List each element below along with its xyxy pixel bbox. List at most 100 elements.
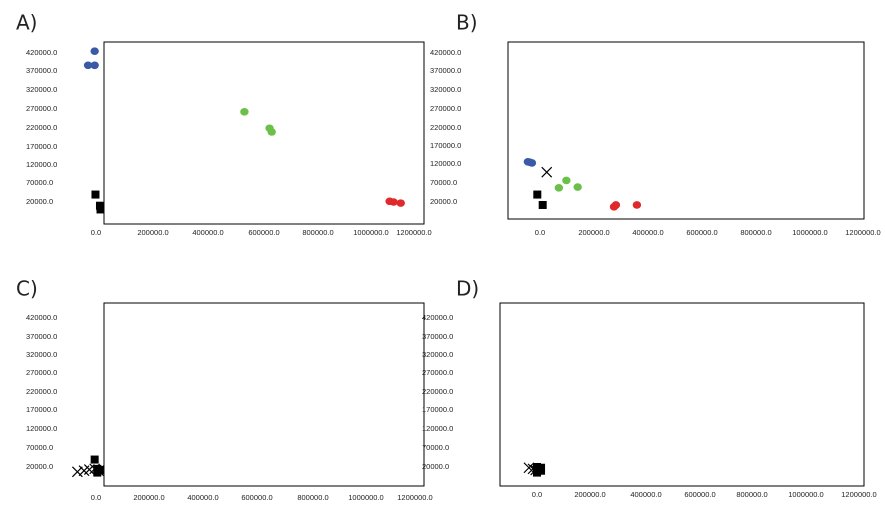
x-tick-label: 200000.0: [133, 493, 164, 502]
chart-panel-3: C) 420000.0 370000.0 320000.0 270000.0 220000…: [16, 277, 433, 503]
x-tick-label: 600000.0: [248, 228, 279, 237]
y-tick-label: 20000.0: [430, 197, 457, 206]
y-tick-label: 370000.0: [26, 66, 57, 75]
x-tick-label: 400000.0: [632, 228, 663, 237]
x-tick-label: 600000.0: [686, 228, 717, 237]
x-tick-label: 400000.0: [630, 490, 661, 499]
y-tick-label: 270000.0: [26, 368, 57, 377]
y-tick-label: 170000.0: [422, 405, 453, 414]
y-tick-label: 170000.0: [26, 142, 57, 151]
data-point: [90, 61, 99, 70]
y-tick-label: 20000.0: [26, 462, 53, 471]
x-tick-label: 1200000.0: [845, 228, 880, 237]
plot-frame: [507, 41, 865, 220]
y-tick-label: 270000.0: [26, 104, 57, 113]
y-tick-label: 20000.0: [422, 462, 449, 471]
data-point: [573, 183, 582, 191]
y-tick-label: 220000.0: [26, 123, 57, 132]
y-tick-label: 220000.0: [26, 387, 57, 396]
chart-panel-1: A) 420000.0 370000.0 320000.0 270000.0 220000…: [16, 11, 432, 238]
x-tick-label: 200000.0: [578, 228, 609, 237]
x-tick-label: 1000000.0: [792, 228, 827, 237]
data-point: [527, 463, 539, 475]
chart-panel-4: D) 420000.0 370000.0 320000.0 270000.0 220000…: [422, 277, 877, 500]
data-point: [538, 200, 547, 209]
y-tick-label: 170000.0: [26, 405, 57, 414]
data-point: [389, 198, 398, 206]
y-tick-label: 70000.0: [430, 178, 457, 187]
data-point: [611, 201, 621, 209]
data-point: [554, 184, 564, 192]
y-tick-label: 20000.0: [26, 197, 53, 206]
x-tick-label: 800000.0: [297, 493, 328, 502]
data-point: [93, 465, 105, 477]
y-tick-label: 320000.0: [26, 350, 57, 359]
data-point: [267, 128, 276, 136]
panel-label: B): [456, 11, 478, 35]
x-tick-label: 0.0: [91, 228, 101, 237]
y-tick-label: 270000.0: [422, 368, 453, 377]
plot-frame: [103, 302, 425, 487]
x-tick-label: 600000.0: [241, 493, 272, 502]
x-tick-label: 800000.0: [302, 228, 333, 237]
data-point: [240, 108, 249, 116]
y-tick-label: 70000.0: [26, 178, 53, 187]
x-tick-label: 0.0: [535, 228, 545, 237]
data-point: [523, 462, 535, 474]
plot-frame: [103, 41, 425, 225]
y-tick-label: 420000.0: [26, 48, 57, 57]
x-tick-label: 1000000.0: [348, 493, 383, 502]
y-tick-label: 120000.0: [26, 424, 57, 433]
panel-label: C): [16, 277, 38, 301]
data-point: [96, 205, 105, 214]
y-tick-label: 220000.0: [430, 123, 461, 132]
y-tick-label: 320000.0: [26, 85, 57, 94]
data-point: [537, 466, 546, 475]
x-tick-label: 0.0: [91, 493, 101, 502]
x-tick-label: 1200000.0: [397, 493, 432, 502]
data-point: [91, 190, 100, 199]
x-tick-label: 800000.0: [736, 490, 767, 499]
data-point: [632, 201, 642, 209]
y-tick-label: 320000.0: [422, 350, 453, 359]
x-tick-label: 200000.0: [137, 228, 168, 237]
x-tick-label: 800000.0: [740, 228, 771, 237]
data-point: [530, 464, 542, 476]
y-tick-label: 420000.0: [26, 313, 57, 322]
data-point: [562, 176, 571, 185]
y-tick-label: 420000.0: [430, 48, 461, 57]
y-tick-label: 370000.0: [430, 66, 461, 75]
panel-label: D): [456, 277, 479, 301]
x-tick-label: 1000000.0: [353, 228, 388, 237]
x-tick-label: 1200000.0: [396, 228, 431, 237]
data-point: [396, 199, 405, 207]
data-point: [83, 61, 93, 70]
plot-frame: [499, 302, 865, 487]
x-tick-label: 0.0: [532, 490, 542, 499]
y-tick-label: 220000.0: [422, 387, 453, 396]
y-tick-label: 420000.0: [422, 313, 453, 322]
data-point: [533, 190, 542, 199]
x-tick-label: 400000.0: [187, 493, 218, 502]
data-point: [90, 47, 99, 55]
y-tick-label: 120000.0: [422, 424, 453, 433]
x-tick-label: 1000000.0: [788, 490, 823, 499]
y-tick-label: 370000.0: [26, 332, 57, 341]
x-tick-label: 1200000.0: [841, 490, 876, 499]
data-point: [541, 166, 553, 178]
y-tick-label: 370000.0: [422, 332, 453, 341]
chart-panel-2: B) 420000.0 370000.0 320000.0 270000.0 220000…: [430, 11, 881, 238]
data-point: [90, 455, 99, 464]
data-point: [71, 466, 83, 478]
y-tick-label: 170000.0: [430, 141, 461, 150]
x-tick-label: 200000.0: [574, 490, 605, 499]
data-point: [527, 159, 537, 167]
y-tick-label: 120000.0: [430, 159, 461, 168]
y-tick-label: 320000.0: [430, 85, 461, 94]
y-tick-label: 70000.0: [422, 443, 449, 452]
panel-label: A): [16, 11, 37, 35]
y-tick-label: 120000.0: [26, 160, 57, 169]
y-tick-label: 70000.0: [26, 443, 53, 452]
x-tick-label: 400000.0: [192, 228, 223, 237]
